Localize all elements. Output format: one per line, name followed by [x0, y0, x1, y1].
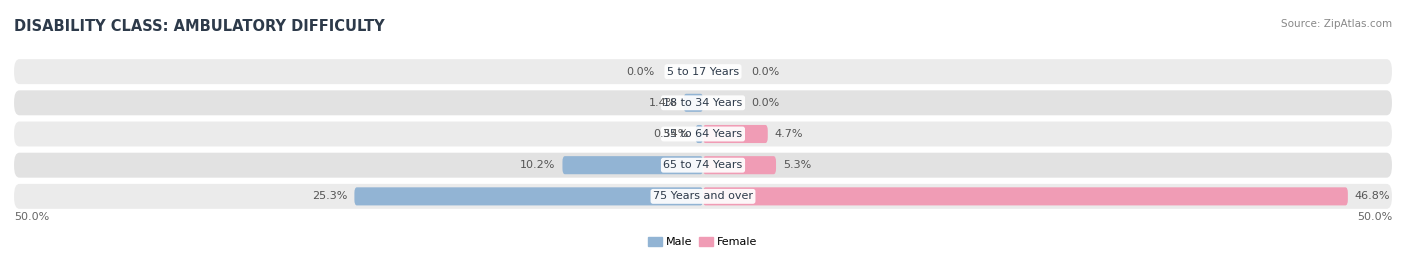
- FancyBboxPatch shape: [562, 156, 703, 174]
- Text: 5 to 17 Years: 5 to 17 Years: [666, 67, 740, 77]
- Text: 4.7%: 4.7%: [775, 129, 803, 139]
- FancyBboxPatch shape: [14, 153, 1392, 178]
- Text: 5.3%: 5.3%: [783, 160, 811, 170]
- Text: Source: ZipAtlas.com: Source: ZipAtlas.com: [1281, 19, 1392, 29]
- FancyBboxPatch shape: [683, 94, 703, 112]
- FancyBboxPatch shape: [703, 187, 1348, 205]
- Text: 0.0%: 0.0%: [751, 98, 779, 108]
- FancyBboxPatch shape: [703, 156, 776, 174]
- Text: 1.4%: 1.4%: [648, 98, 676, 108]
- FancyBboxPatch shape: [14, 90, 1392, 115]
- Text: 46.8%: 46.8%: [1355, 191, 1391, 201]
- Text: 0.54%: 0.54%: [654, 129, 689, 139]
- Text: 18 to 34 Years: 18 to 34 Years: [664, 98, 742, 108]
- Legend: Male, Female: Male, Female: [644, 233, 762, 252]
- FancyBboxPatch shape: [354, 187, 703, 205]
- FancyBboxPatch shape: [14, 59, 1392, 84]
- Text: 0.0%: 0.0%: [751, 67, 779, 77]
- Text: 65 to 74 Years: 65 to 74 Years: [664, 160, 742, 170]
- Text: 35 to 64 Years: 35 to 64 Years: [664, 129, 742, 139]
- Text: 0.0%: 0.0%: [627, 67, 655, 77]
- Text: 10.2%: 10.2%: [520, 160, 555, 170]
- Text: DISABILITY CLASS: AMBULATORY DIFFICULTY: DISABILITY CLASS: AMBULATORY DIFFICULTY: [14, 19, 385, 34]
- FancyBboxPatch shape: [14, 121, 1392, 147]
- FancyBboxPatch shape: [696, 125, 703, 143]
- FancyBboxPatch shape: [14, 184, 1392, 209]
- Text: 75 Years and over: 75 Years and over: [652, 191, 754, 201]
- Text: 50.0%: 50.0%: [1357, 212, 1392, 222]
- Text: 25.3%: 25.3%: [312, 191, 347, 201]
- FancyBboxPatch shape: [703, 125, 768, 143]
- Text: 50.0%: 50.0%: [14, 212, 49, 222]
